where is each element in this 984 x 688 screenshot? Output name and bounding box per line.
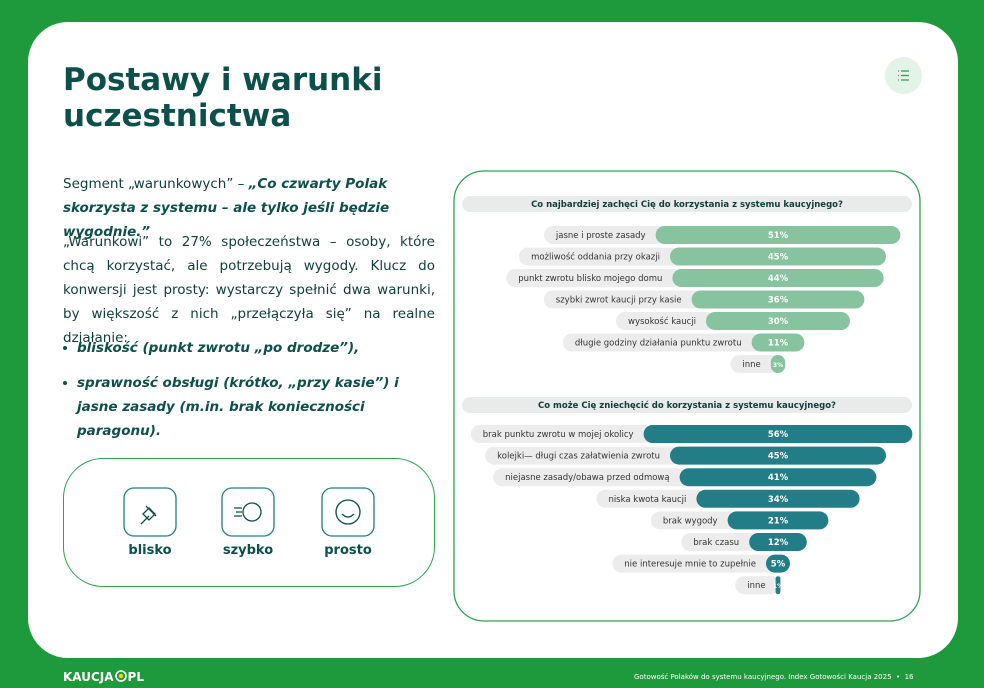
bar [706,312,850,330]
label-bg [470,425,654,443]
label-bg [596,489,707,508]
bar [749,533,807,551]
category-label: kolejki— długi czas załatwienia zwrotu [497,452,660,462]
bar [643,425,913,443]
value-label: 5% [771,560,786,570]
lead: Segment „warunkowych” – [63,176,249,192]
label-bg [485,446,680,465]
logo: KAUCJA PL [63,670,144,684]
bar [672,269,884,287]
label-bg [730,355,781,373]
label-bg [562,333,762,352]
features-box [63,458,435,587]
label-bg [543,290,702,309]
bar [727,511,829,530]
caption: Gotowość Polaków do systemu kaucyjnego. … [634,673,892,681]
value-label: 56% [768,430,789,440]
value-label: 21% [768,516,789,526]
label-bg [506,269,683,287]
bar [679,468,877,487]
label-bg [543,226,666,244]
page-title: Postawy i warunki uczestnictwa [63,62,383,134]
bar [670,247,886,266]
chart-title: Co najbardziej zachęci Cię do korzystani… [531,200,843,210]
value-label: 45% [768,452,789,462]
category-label: niejasne zasady/obawa przed odmową [505,473,669,483]
label-bg [616,312,716,330]
value-label: 41% [768,473,789,483]
category-label: jasne i proste zasady [555,231,646,241]
feature-label: prosto [324,543,372,558]
menu-icon [898,70,909,81]
feature-label: szybko [222,543,274,558]
value-label: 34% [768,495,789,505]
logo-dot [114,670,127,682]
label-bg [612,554,776,573]
category-label: niska kwota kaucji [608,495,686,505]
category-label: punkt zwrotu blisko mojego domu [518,274,662,284]
value-label: 3% [773,362,783,369]
value-label: 1% [773,583,783,590]
charts-panel: Co najbardziej zachęci Cię do korzystani… [453,170,921,622]
value-label: 51% [768,231,789,241]
category-label: możliwość oddania przy okazji [531,252,660,263]
category-label: inne [742,360,760,370]
label-bg [735,576,781,595]
page-number: 16 [904,673,914,681]
bar [655,226,901,244]
bar [670,446,886,465]
feature-label: blisko [128,543,172,558]
panel-border [453,170,921,622]
intro-lead: Segment „warunkowych” – „Co czwarty Pola… [63,172,435,244]
label-bg [493,468,690,487]
chart-title-bg [462,397,912,413]
bar [775,576,781,595]
label-bg [650,511,738,530]
value-label: 12% [768,538,789,548]
bullets: bliskość (punkt zwrotu „po drodze”), spr… [63,336,435,454]
bar [696,489,860,508]
category-label: szybki zwrot kaucji przy kasie [556,296,682,306]
category-label: nie interesuje mnie to zupełnie [624,560,756,570]
quote: „Co czwarty Polak skorzysta z systemu – … [63,176,390,240]
logo-left: KAUCJA [63,670,114,684]
category-label: długie godziny działania punktu zwrotu [575,339,742,349]
chart-title: Co może Cię zniechęcić do korzystania z … [538,400,836,411]
bullet: bliskość (punkt zwrotu „po drodze”), [63,336,435,360]
chart-title-bg [462,196,912,212]
intro-body: „Warunkowi” to 27% społeczeństwa – osoby… [63,234,435,346]
value-label: 44% [768,274,789,284]
menu-button[interactable] [885,57,922,94]
value-label: 45% [768,253,789,263]
footer-caption: Gotowość Polaków do systemu kaucyjnego. … [634,673,914,681]
category-label: wysokość kaucji [628,316,696,327]
label-bg [681,533,760,551]
value-label: 11% [768,339,789,349]
logo-right: PL [127,670,144,684]
value-label: 30% [768,317,789,327]
category-label: inne [747,581,765,591]
bar [751,333,805,352]
category-label: brak czasu [693,538,739,548]
bullet: sprawność obsługi (krótko, „przy kasie”)… [63,371,435,443]
bar [691,290,865,309]
value-label: 36% [768,296,789,306]
category-label: brak wygody [663,516,718,526]
bar [766,554,790,573]
label-bg [519,247,680,266]
category-label: brak punktu zwrotu w mojej okolicy [483,430,634,440]
bar [770,355,786,373]
